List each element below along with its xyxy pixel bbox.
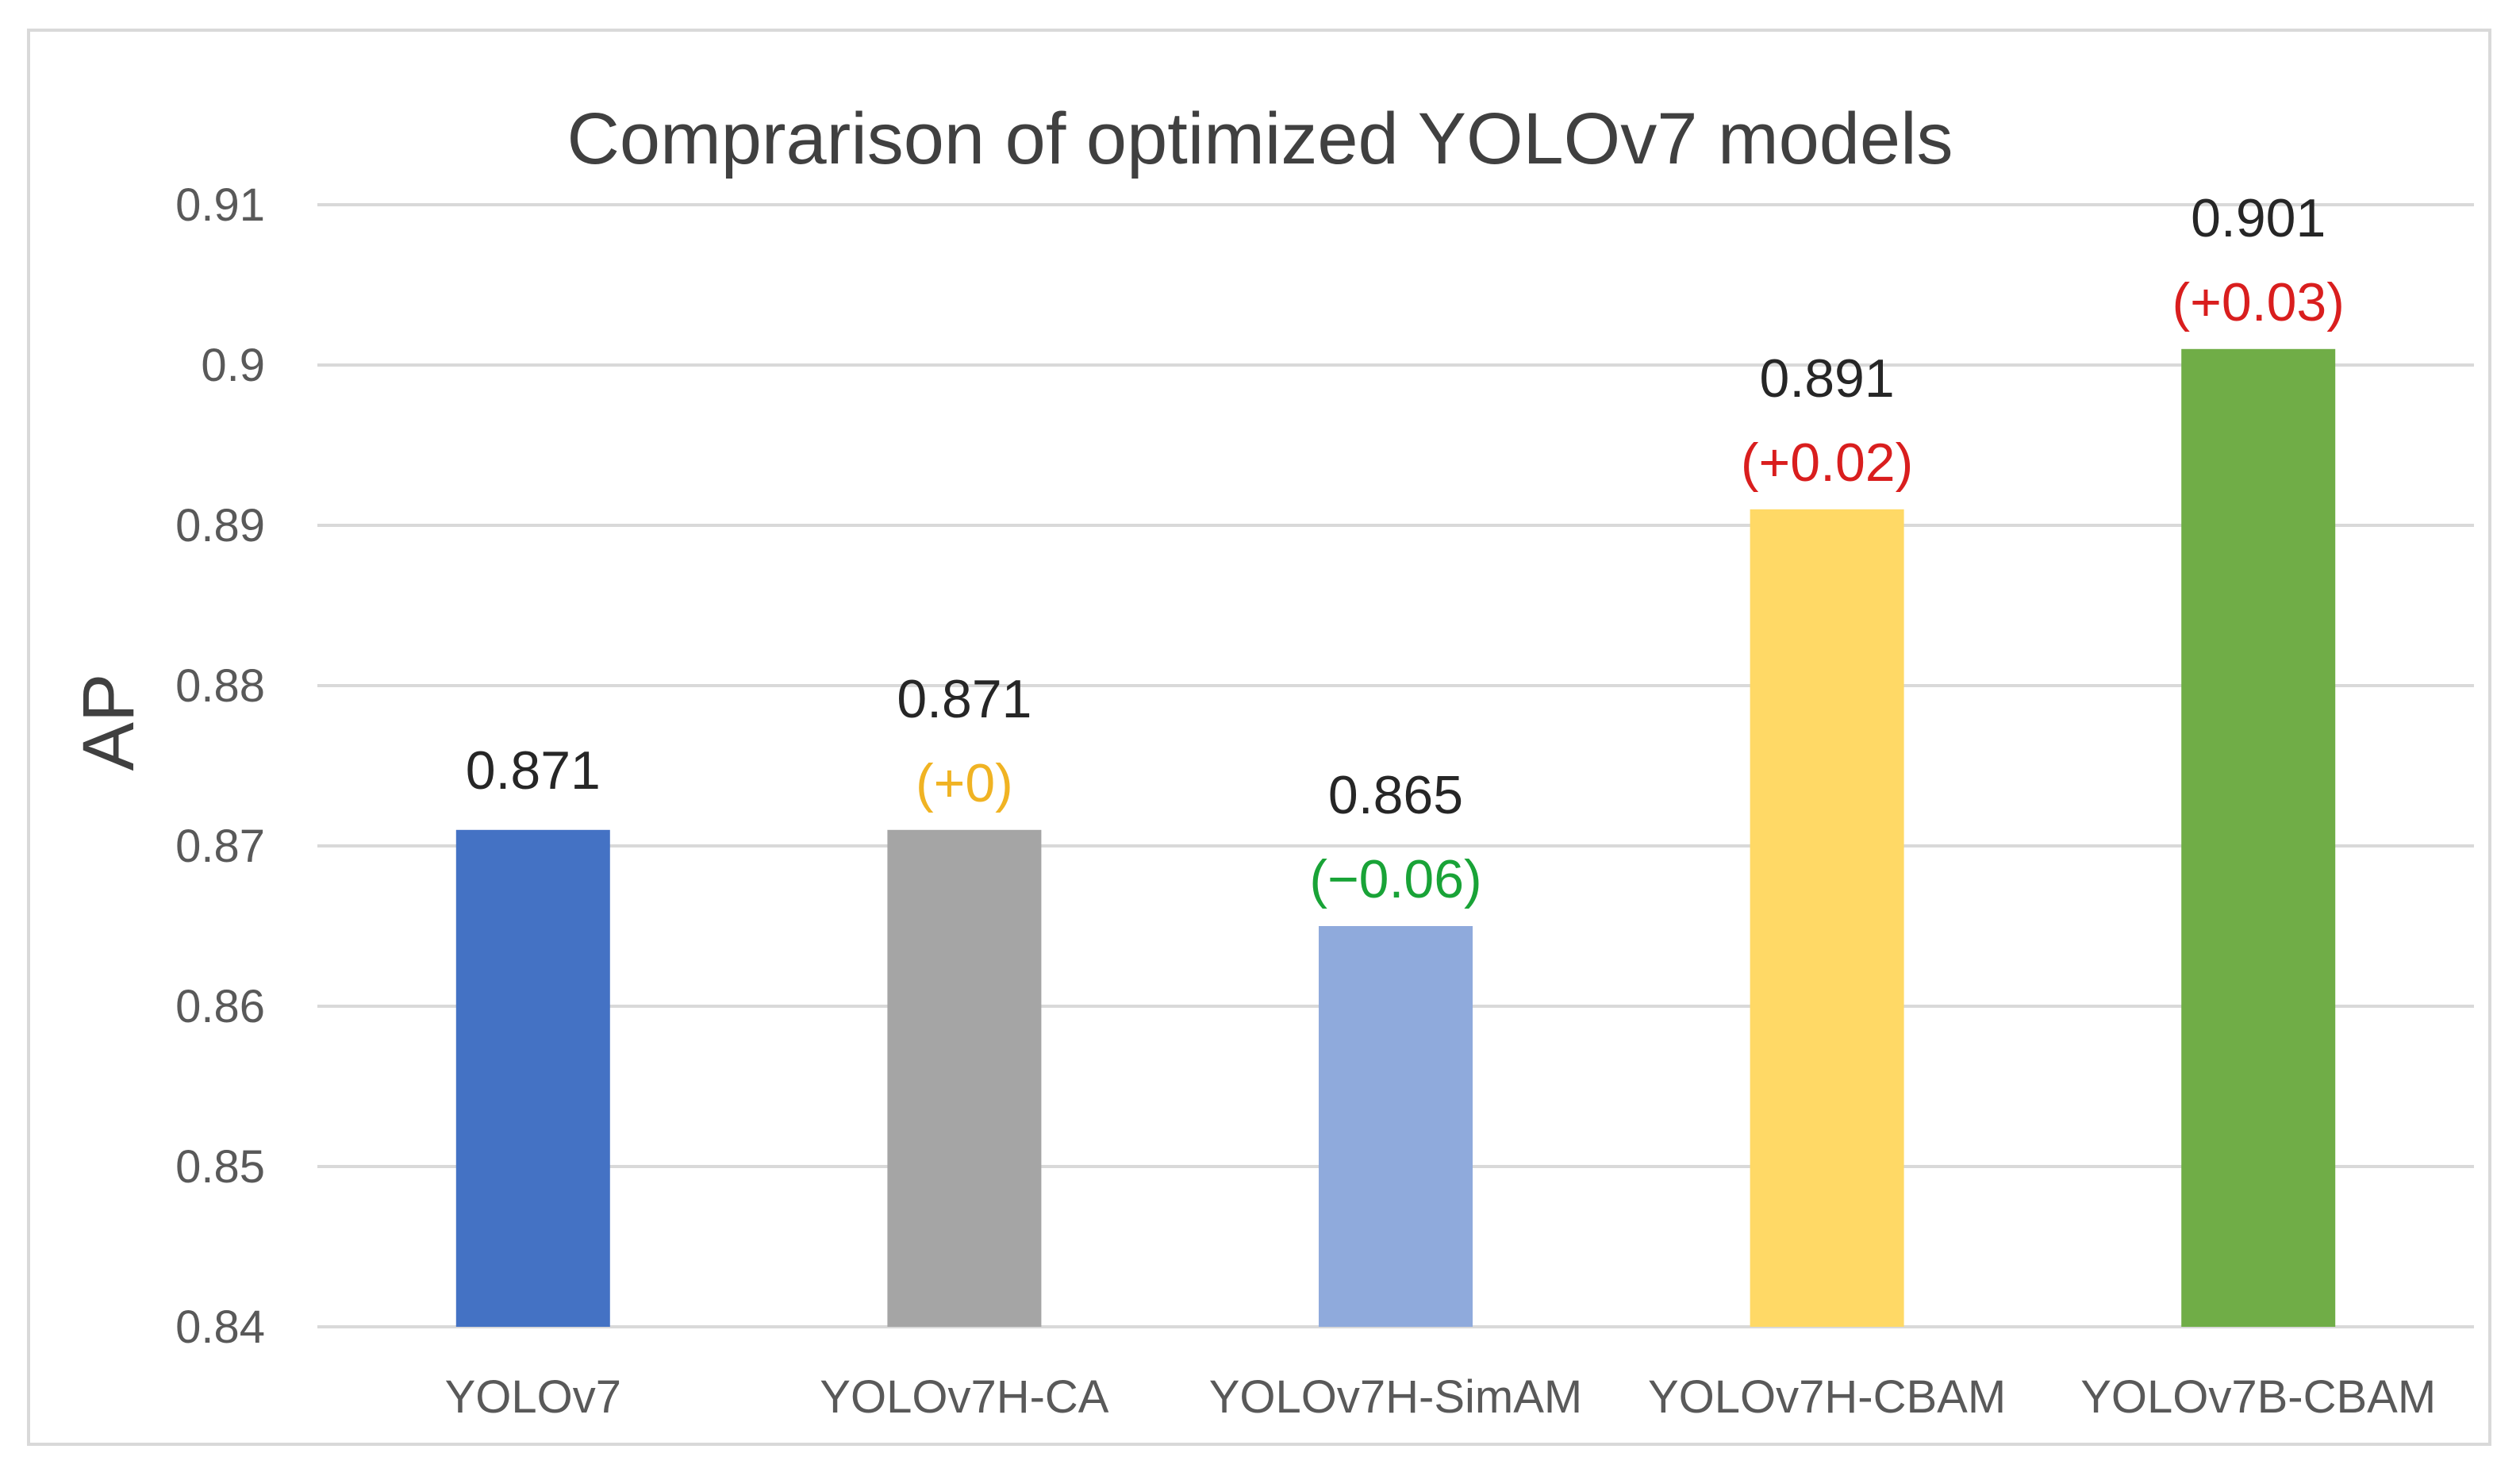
bar-yolov7b-cbam — [2181, 348, 2336, 1327]
chart-title: Comprarison of optimized YOLOv7 models — [567, 98, 1953, 179]
delta-label-yolov7h-simam: (−0.06) — [1309, 849, 1481, 909]
x-tick-label-yolov7h-cbam: YOLOv7H-CBAM — [1648, 1371, 2006, 1423]
y-axis-ticks: 0.84 0.85 0.86 0.87 0.88 0.89 0.9 0.91 — [175, 179, 265, 1353]
x-tick-label-yolov7: YOLOv7 — [445, 1371, 621, 1423]
data-labels: 0.871 0.871 (+0) 0.865 (−0.06) 0.891 (+0.02) 0.… — [466, 188, 2345, 909]
value-label-yolov7h-simam: 0.865 — [1328, 765, 1463, 825]
y-tick-label-1: 0.85 — [175, 1141, 265, 1193]
bar-yolov7 — [455, 829, 610, 1327]
bar-yolov7h-ca — [887, 829, 1042, 1327]
y-tick-label-2: 0.86 — [175, 981, 265, 1032]
bar-yolov7h-simam — [1319, 926, 1473, 1327]
x-tick-label-yolov7b-cbam: YOLOv7B-CBAM — [2080, 1371, 2436, 1423]
x-axis-ticks: YOLOv7 YOLOv7H-CA YOLOv7H-SimAM YOLOv7H-CBA… — [445, 1371, 2437, 1423]
y-tick-label-0: 0.84 — [175, 1301, 265, 1353]
y-tick-label-3: 0.87 — [175, 821, 265, 872]
chart-frame — [27, 29, 2491, 1446]
y-tick-label-5: 0.89 — [175, 500, 265, 552]
value-label-yolov7: 0.871 — [466, 740, 601, 801]
value-label-yolov7h-ca: 0.871 — [897, 669, 1031, 729]
x-tick-label-yolov7h-ca: YOLOv7H-CA — [820, 1371, 1109, 1423]
x-tick-label-yolov7h-simam: YOLOv7H-SimAM — [1209, 1371, 1583, 1423]
y-axis-label: AP — [68, 674, 149, 771]
delta-label-yolov7h-cbam: (+0.02) — [1741, 432, 1913, 493]
value-label-yolov7b-cbam: 0.901 — [2191, 188, 2326, 248]
y-tick-label-6: 0.9 — [201, 340, 265, 391]
value-label-yolov7h-cbam: 0.891 — [1760, 348, 1895, 409]
y-tick-label-7: 0.91 — [175, 179, 265, 231]
delta-label-yolov7b-cbam: (+0.03) — [2172, 272, 2345, 332]
bars — [455, 348, 2336, 1327]
delta-label-yolov7h-ca: (+0) — [916, 753, 1013, 813]
y-tick-label-4: 0.88 — [175, 660, 265, 712]
gridlines — [317, 203, 2474, 1328]
bar-yolov7h-cbam — [1750, 509, 1904, 1327]
